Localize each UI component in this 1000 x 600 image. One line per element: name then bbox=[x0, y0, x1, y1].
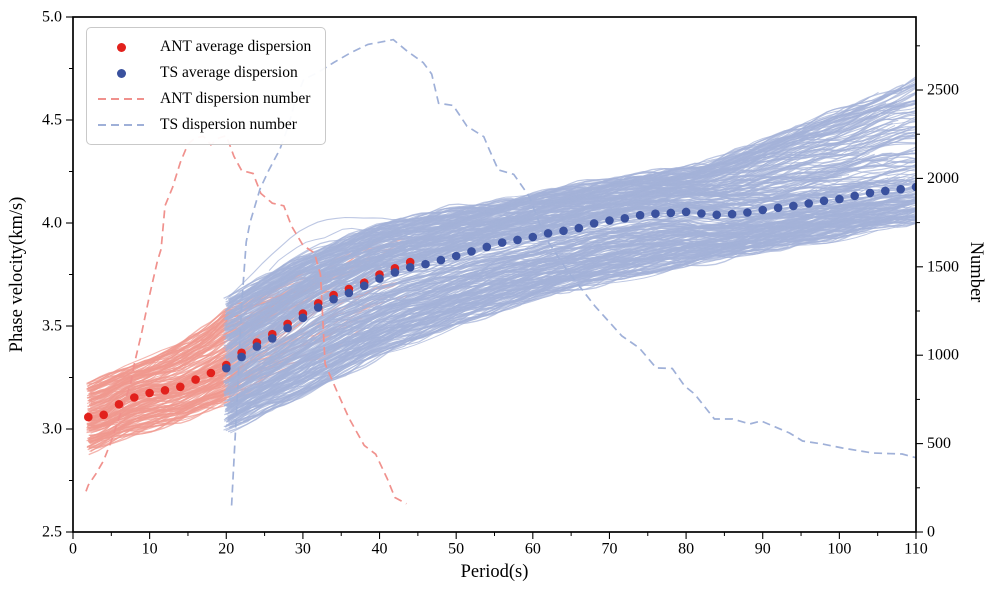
legend-item-ts-average: TS average dispersion bbox=[97, 60, 311, 86]
ts-dispersion-band bbox=[222, 76, 916, 434]
legend: ANT average dispersion TS average disper… bbox=[86, 27, 327, 145]
y-left-axis-label: Phase velocity(km/s) bbox=[7, 197, 27, 353]
y-left-tick-label: 4.0 bbox=[42, 215, 62, 232]
x-tick-label: 30 bbox=[295, 540, 311, 557]
x-axis-label: Period(s) bbox=[461, 562, 529, 582]
x-tick-label: 50 bbox=[448, 540, 464, 557]
legend-label-ant-average: ANT average dispersion bbox=[160, 38, 312, 55]
y-right-tick-label: 1000 bbox=[927, 347, 959, 364]
y-left-tick-label: 5.0 bbox=[42, 9, 62, 26]
legend-label-ts-average: TS average dispersion bbox=[160, 64, 298, 81]
x-tick-label: 100 bbox=[827, 540, 851, 557]
y-right-tick-label: 1500 bbox=[927, 258, 959, 275]
ts-number-dash-marker bbox=[97, 123, 145, 127]
plot-frame bbox=[72, 16, 917, 533]
x-tick-label: 0 bbox=[69, 540, 77, 557]
legend-dash-icon bbox=[98, 123, 144, 127]
axes: 0 10 20 30 40 50 60 70 80 90 100 110 2.5 3.0 3.5 4.0 4.5… bbox=[42, 9, 959, 558]
y-right-tick-label: 500 bbox=[927, 435, 951, 452]
y-left-tick-label: 3.0 bbox=[42, 421, 62, 438]
ant-number-dash-marker bbox=[97, 97, 145, 101]
legend-item-ant-average: ANT average dispersion bbox=[97, 34, 311, 60]
x-tick-label: 10 bbox=[142, 540, 158, 557]
y-right-axis-label: Number bbox=[966, 242, 986, 303]
legend-dash-icon bbox=[98, 97, 144, 101]
y-right-tick-label: 2500 bbox=[927, 82, 959, 99]
legend-item-ant-number: ANT dispersion number bbox=[97, 86, 311, 112]
y-left-tick-label: 3.5 bbox=[42, 318, 62, 335]
x-tick-label: 110 bbox=[904, 540, 927, 557]
legend-item-ts-number: TS dispersion number bbox=[97, 112, 311, 138]
ant-average-dot-marker bbox=[97, 42, 145, 52]
x-tick-label: 60 bbox=[525, 540, 541, 557]
x-tick-label: 40 bbox=[372, 540, 388, 557]
x-tick-label: 20 bbox=[218, 540, 234, 557]
x-tick-label: 90 bbox=[755, 540, 771, 557]
y-right-tick-label: 2000 bbox=[927, 170, 959, 187]
legend-label-ts-number: TS dispersion number bbox=[160, 116, 297, 133]
ant-number-line bbox=[85, 134, 407, 505]
legend-dot-icon bbox=[116, 42, 126, 52]
legend-label-ant-number: ANT dispersion number bbox=[160, 90, 311, 107]
legend-dot-icon bbox=[116, 68, 126, 78]
x-tick-label: 80 bbox=[678, 540, 694, 557]
y-right-tick-label: 0 bbox=[927, 524, 935, 541]
ts-number-line bbox=[230, 38, 916, 506]
y-left-tick-label: 2.5 bbox=[42, 524, 62, 541]
x-tick-label: 70 bbox=[601, 540, 617, 557]
y-left-tick-label: 4.5 bbox=[42, 112, 62, 129]
ts-average-dots bbox=[222, 182, 916, 373]
ts-average-dot-marker bbox=[97, 68, 145, 78]
